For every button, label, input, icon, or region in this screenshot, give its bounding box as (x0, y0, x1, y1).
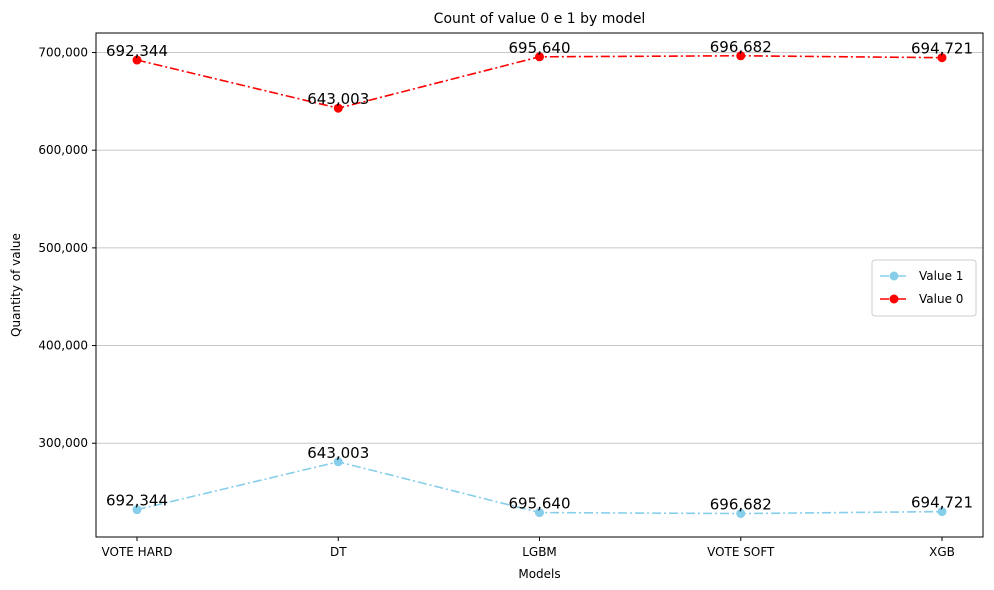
x-tick-label: XGB (929, 545, 955, 559)
data-point (333, 103, 343, 113)
data-label: 643,003 (307, 444, 369, 462)
plot-frame (95, 32, 984, 538)
data-point (535, 52, 544, 62)
x-tick-label: DT (330, 545, 347, 559)
data-labels: 692,344 643,003 695,640 696,682 694,721 692,3… (106, 38, 973, 514)
data-label: 694,721 (911, 494, 973, 512)
legend-swatch-marker (889, 271, 899, 281)
data-point (736, 51, 746, 61)
series-layer (132, 51, 947, 519)
legend-label: Value 0 (919, 292, 963, 306)
data-label: 692,344 (106, 492, 168, 510)
y-tick-label: 400,000 (38, 339, 88, 353)
data-point (333, 457, 343, 467)
axes (95, 32, 984, 538)
data-point (132, 505, 142, 515)
legend: Value 1 Value 0 (871, 259, 977, 317)
data-label: 643,003 (307, 90, 369, 108)
chart-title: Count of value 0 e 1 by model (434, 11, 646, 27)
data-label: 696,682 (710, 496, 772, 514)
y-tick-label: 500,000 (38, 241, 88, 255)
x-tick-label: VOTE HARD (102, 545, 173, 559)
data-point (132, 55, 142, 65)
data-label: 695,640 (508, 39, 570, 57)
axis-ticks: 300,000 400,000 500,000 600,000 700,000 VOTE … (38, 46, 955, 559)
x-tick-label: LGBM (522, 545, 557, 559)
data-label: 695,640 (508, 495, 570, 513)
data-point (937, 507, 947, 517)
legend-swatch-marker (889, 294, 899, 304)
data-point (535, 508, 544, 518)
grid-lines (96, 52, 983, 444)
data-label: 694,721 (911, 40, 973, 58)
y-tick-label: 700,000 (38, 46, 88, 60)
data-label: 692,344 (106, 42, 168, 60)
y-axis-title: Quantity of value (9, 233, 23, 337)
series-value-0 (132, 51, 947, 113)
data-point (736, 509, 746, 519)
legend-label: Value 1 (919, 269, 963, 283)
y-tick-label: 600,000 (38, 143, 88, 157)
x-tick-label: VOTE SOFT (707, 545, 775, 559)
series-line (136, 54, 943, 110)
data-point (937, 53, 947, 63)
y-tick-label: 300,000 (38, 436, 88, 450)
x-axis-title: Models (518, 567, 560, 581)
data-label: 696,682 (710, 38, 772, 56)
series-value-1 (132, 457, 947, 519)
